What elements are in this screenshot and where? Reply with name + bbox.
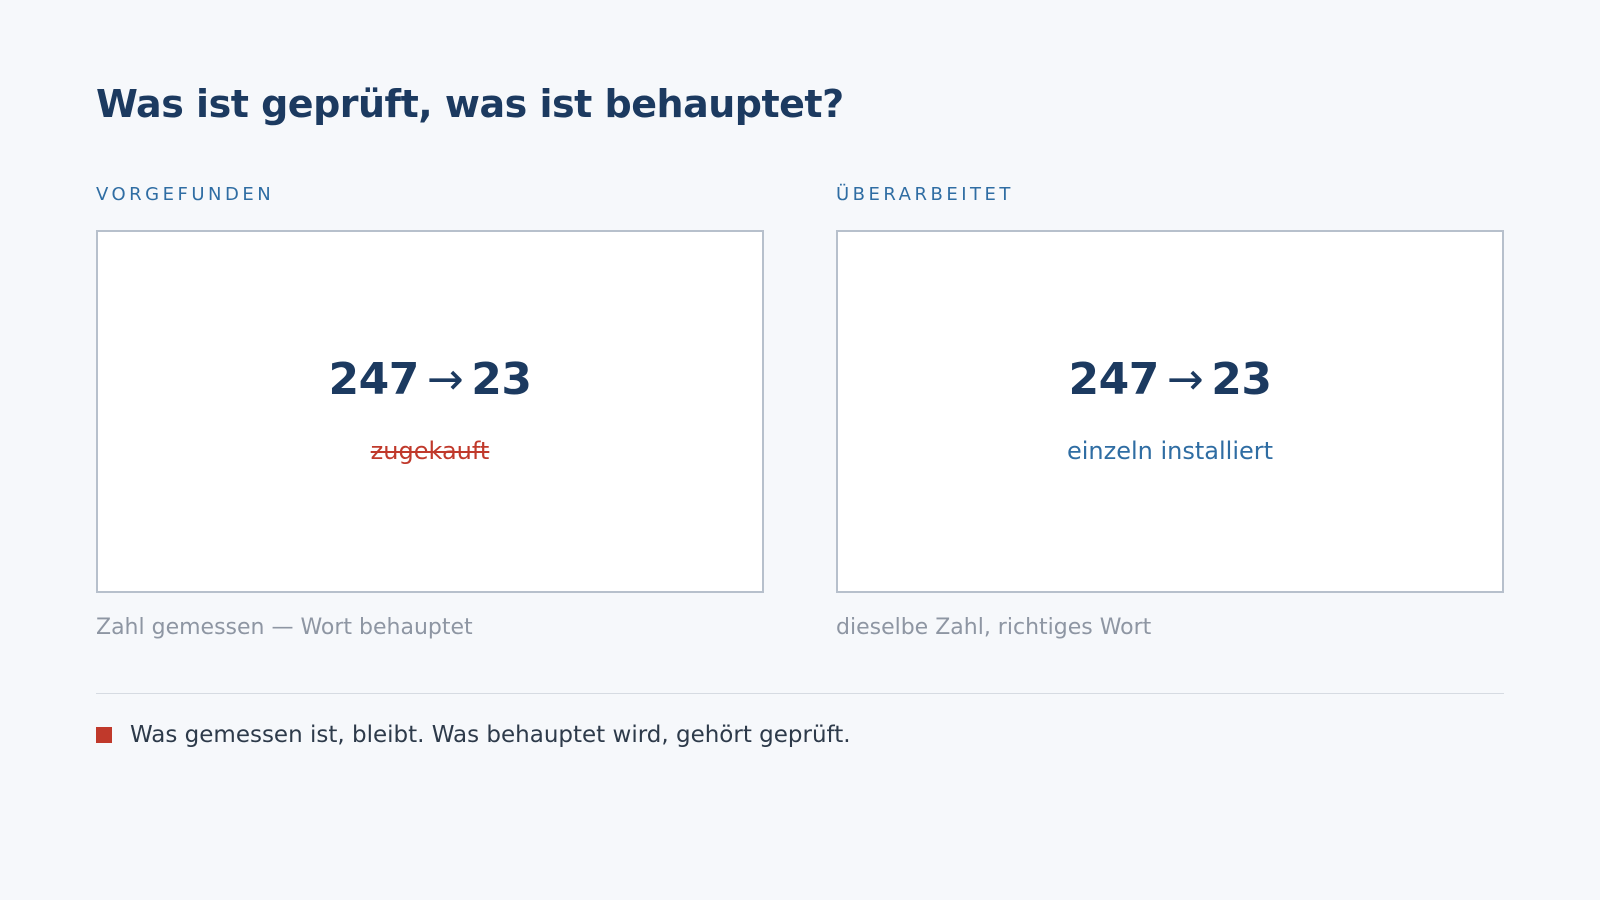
original-column: VORGEFUNDEN 247 → 23 zugekauft Zahl gemess… xyxy=(96,180,764,640)
arrow-right-icon: → xyxy=(426,354,464,405)
page-title: Was ist geprüft, was ist behauptet? xyxy=(96,82,844,126)
takeaway-text: Was gemessen ist, bleibt. Was behauptet … xyxy=(130,722,851,748)
original-word: zugekauft xyxy=(370,437,490,465)
original-from-value: 247 xyxy=(328,354,420,405)
revised-to-value: 23 xyxy=(1211,354,1272,405)
original-caption: Zahl gemessen — Wort behauptet xyxy=(96,615,473,640)
revised-caption: dieselbe Zahl, richtiges Wort xyxy=(836,615,1152,640)
revised-card: 247 → 23 einzeln installiert xyxy=(836,230,1504,593)
takeaway-note: Was gemessen ist, bleibt. Was behauptet … xyxy=(96,722,851,748)
original-card: 247 → 23 zugekauft xyxy=(96,230,764,593)
original-figure: 247 → 23 xyxy=(98,354,762,405)
square-marker-icon xyxy=(96,727,112,743)
revised-label: ÜBERARBEITET xyxy=(836,184,1014,205)
revised-word: einzeln installiert xyxy=(1066,437,1274,465)
divider xyxy=(96,693,1504,694)
revised-column: ÜBERARBEITET 247 → 23 einzeln installiert … xyxy=(836,180,1504,640)
revised-figure: 247 → 23 xyxy=(838,354,1502,405)
arrow-right-icon: → xyxy=(1166,354,1204,405)
revised-from-value: 247 xyxy=(1068,354,1160,405)
original-to-value: 23 xyxy=(471,354,532,405)
original-label: VORGEFUNDEN xyxy=(96,184,275,205)
